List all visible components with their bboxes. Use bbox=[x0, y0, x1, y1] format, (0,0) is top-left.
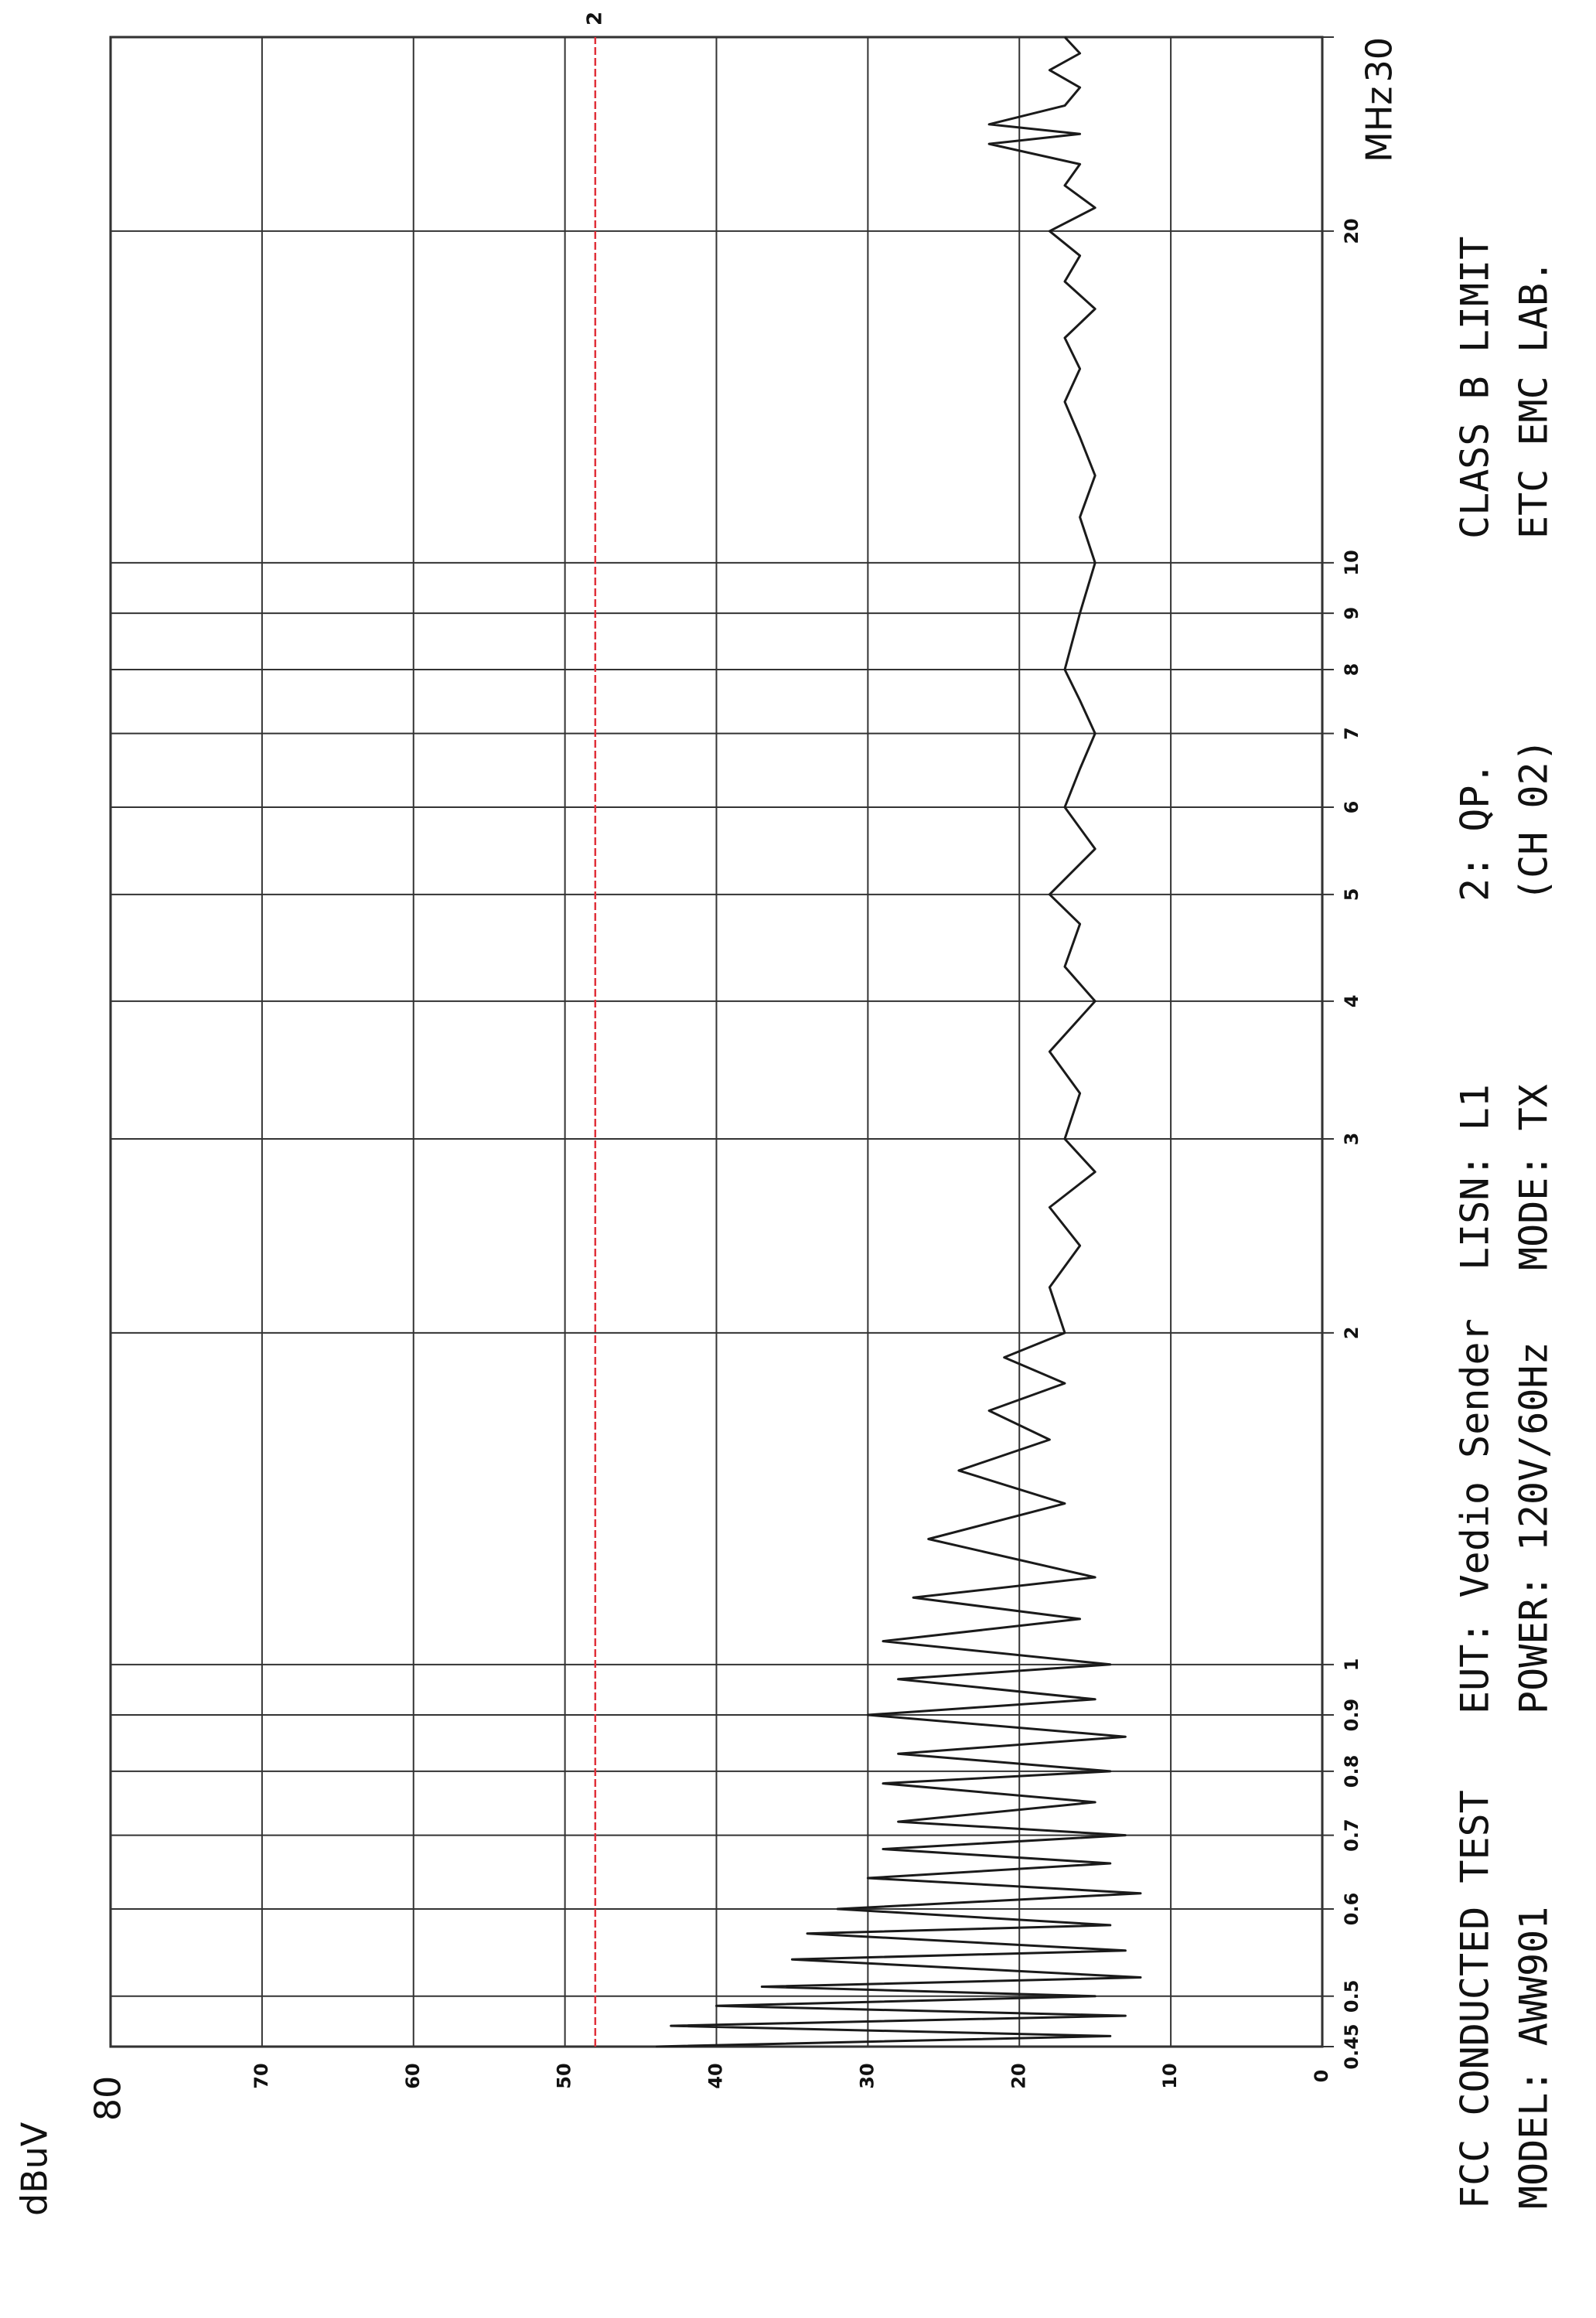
annotation: EUT: Vedio Sender bbox=[1453, 1318, 1498, 1714]
limit-label: 2 bbox=[583, 12, 606, 26]
x-tick-label: 2 bbox=[1341, 1327, 1362, 1340]
x-tick-label: 30 bbox=[1359, 37, 1400, 83]
y-tick-label: 50 bbox=[554, 2063, 575, 2088]
x-tick-label: 0.45 bbox=[1341, 2023, 1362, 2069]
y-tick-label: 70 bbox=[251, 2063, 272, 2088]
y-tick-label: 0 bbox=[1311, 2070, 1332, 2083]
x-tick-label: 9 bbox=[1341, 607, 1362, 620]
y-tick-label: 40 bbox=[705, 2063, 727, 2088]
annotation: (CH 02) bbox=[1512, 738, 1557, 902]
annotation: 2: QP. bbox=[1453, 762, 1498, 902]
y-tick-label: 20 bbox=[1008, 2063, 1029, 2088]
x-axis-label: MHz bbox=[1359, 87, 1400, 162]
annotation: MODE: TX bbox=[1512, 1084, 1557, 1270]
annotation: FCC CONDUCTED TEST bbox=[1453, 1790, 1498, 2209]
y-axis-label: dBuV bbox=[14, 2122, 56, 2216]
y-tick-label: 30 bbox=[856, 2063, 878, 2088]
x-tick-label: 0.5 bbox=[1341, 1980, 1362, 2013]
x-tick-label: 6 bbox=[1341, 801, 1362, 814]
x-tick-label: 0.6 bbox=[1341, 1893, 1362, 1926]
x-tick-label: 4 bbox=[1341, 995, 1362, 1008]
x-tick-label: 1 bbox=[1341, 1658, 1362, 1671]
annotation: ETC EMC LAB. bbox=[1512, 260, 1557, 539]
annotation: POWER: 120V/60Hz bbox=[1512, 1341, 1557, 1714]
x-tick-label: 3 bbox=[1341, 1133, 1362, 1146]
trace bbox=[656, 36, 1142, 2048]
rotated-chart: 0 10 20 30 40 50 60 70 80 0.45 0.5 0.6 0.7 0.8 0.9 1 2 3 4… bbox=[14, 12, 1557, 2216]
y-tick-label: 10 bbox=[1159, 2063, 1181, 2088]
x-tick-label: 7 bbox=[1341, 727, 1362, 740]
x-tick-label: 0.9 bbox=[1341, 1699, 1362, 1732]
y-tick-label: 80 bbox=[87, 2076, 129, 2122]
annotation: CLASS B LIMIT bbox=[1453, 237, 1498, 539]
y-tick-label: 60 bbox=[402, 2063, 424, 2088]
x-tick-label: 0.8 bbox=[1341, 1755, 1362, 1788]
x-tick-label: 20 bbox=[1341, 218, 1362, 244]
annotation: MODEL: AWW901 bbox=[1512, 1907, 1557, 2209]
x-tick-label: 0.7 bbox=[1341, 1819, 1362, 1852]
x-tick-label: 5 bbox=[1341, 888, 1362, 901]
annotation: LISN: L1 bbox=[1453, 1084, 1498, 1270]
x-tick-label: 8 bbox=[1341, 663, 1362, 677]
x-tick-label: 10 bbox=[1341, 550, 1362, 575]
